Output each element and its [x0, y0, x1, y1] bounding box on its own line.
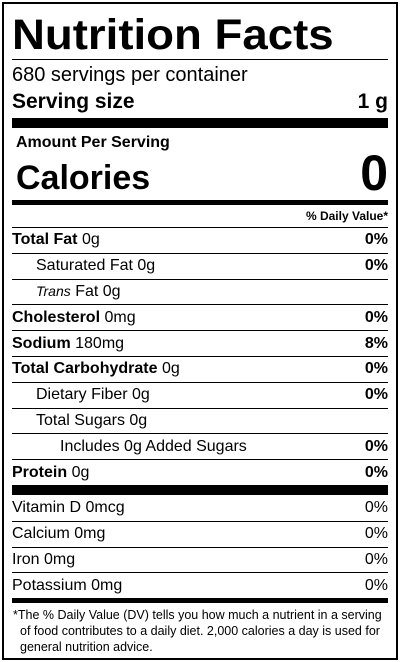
nutrient-dv: 0% — [364, 386, 388, 404]
nutrient-name: Dietary Fiber — [36, 386, 128, 404]
nutrient-name: Saturated Fat — [36, 257, 133, 275]
nutrient-row-sodium: Sodium 180mg 8% — [12, 330, 388, 356]
nutrient-row-total-carbohydrate: Total Carbohydrate 0g 0% — [12, 355, 388, 382]
nutrient-name: Includes 0g Added Sugars — [60, 437, 247, 455]
vitamin-row-potassium: Potassium 0mg 0% — [12, 572, 388, 598]
vitamin-dv: 0% — [364, 550, 388, 568]
vitamin-name: Vitamin D — [12, 498, 82, 516]
vitamin-amount: 0mg — [44, 550, 76, 568]
label-title: Nutrition Facts — [12, 11, 334, 59]
servings-per-container: 680 servings per container — [12, 64, 248, 86]
nutrient-name: Protein — [12, 463, 68, 481]
vitamin-name: Iron — [12, 550, 40, 568]
vitamin-name: Potassium — [12, 576, 87, 594]
serving-size-value: 1 g — [357, 90, 388, 113]
nutrient-dv: 0% — [364, 463, 388, 481]
divider-medium — [12, 200, 388, 205]
amount-per-serving: Amount Per Serving — [16, 134, 170, 151]
nutrient-row-dietary-fiber: Dietary Fiber 0g 0% — [12, 381, 388, 408]
nutrient-name: Total Sugars — [36, 411, 125, 429]
vitamin-row-vitamin-d: Vitamin D 0mcg 0% — [12, 495, 388, 521]
calories-value: 0 — [360, 145, 388, 201]
nutrient-amount: 0mg — [104, 308, 136, 326]
nutrient-row-cholesterol: Cholesterol 0mg 0% — [12, 304, 388, 330]
nutrient-row-saturated-fat: Saturated Fat 0g 0% — [12, 252, 388, 279]
nutrient-amount: 0g — [71, 463, 90, 481]
daily-value-header: % Daily Value* — [305, 209, 388, 223]
nutrient-amount: 0g — [132, 386, 150, 404]
divider-thick — [12, 118, 388, 128]
nutrient-name: Total Carbohydrate — [12, 360, 158, 378]
nutrient-name: Trans — [36, 282, 71, 299]
nutrient-amount: 0g — [129, 411, 148, 429]
nutrient-dv: 0% — [364, 257, 388, 275]
vitamin-dv: 0% — [364, 498, 388, 516]
divider-medium — [12, 598, 388, 604]
nutrient-row-total-fat: Total Fat 0g 0% — [12, 227, 388, 253]
nutrient-dv: 0% — [364, 308, 388, 326]
nutrient-name: Cholesterol — [12, 308, 101, 326]
calories-row: Calories 0 — [12, 148, 388, 198]
nutrient-amount: 0g — [81, 231, 100, 249]
nutrient-name-suffix: Fat — [75, 282, 99, 300]
vitamin-name: Calcium — [12, 525, 70, 543]
nutrient-row-protein: Protein 0g 0% — [12, 459, 388, 485]
nutrient-dv: 0% — [364, 360, 388, 378]
nutrient-dv: 0% — [364, 231, 388, 249]
divider-thick — [12, 484, 388, 495]
nutrient-row-added-sugars: Includes 0g Added Sugars 0% — [12, 433, 388, 459]
footnote: *The % Daily Value (DV) tells you how mu… — [13, 608, 382, 655]
calories-label: Calories — [16, 159, 151, 197]
vitamin-dv: 0% — [364, 576, 388, 594]
vitamin-row-calcium: Calcium 0mg 0% — [12, 520, 388, 547]
nutrient-amount: 0g — [102, 282, 121, 300]
nutrient-amount: 180mg — [75, 334, 125, 352]
nutrient-name: Sodium — [12, 334, 71, 352]
serving-size-label: Serving size — [12, 90, 135, 113]
vitamin-row-iron: Iron 0mg 0% — [12, 546, 388, 573]
nutrient-name: Total Fat — [12, 231, 78, 249]
nutrient-dv: 0% — [364, 437, 388, 455]
vitamin-amount: 0mcg — [85, 498, 125, 516]
serving-size-row: Serving size 1 g — [12, 88, 388, 116]
nutrient-row-total-sugars: Total Sugars 0g — [12, 407, 388, 434]
nutrient-dv: 8% — [364, 334, 388, 352]
vitamin-dv: 0% — [364, 525, 388, 543]
nutrient-amount: 0g — [161, 360, 180, 378]
vitamin-amount: 0mg — [91, 576, 123, 594]
divider — [12, 59, 388, 60]
vitamin-amount: 0mg — [74, 525, 106, 543]
nutrient-amount: 0g — [137, 257, 156, 275]
nutrient-row-trans-fat: Trans Fat 0g — [12, 278, 388, 305]
